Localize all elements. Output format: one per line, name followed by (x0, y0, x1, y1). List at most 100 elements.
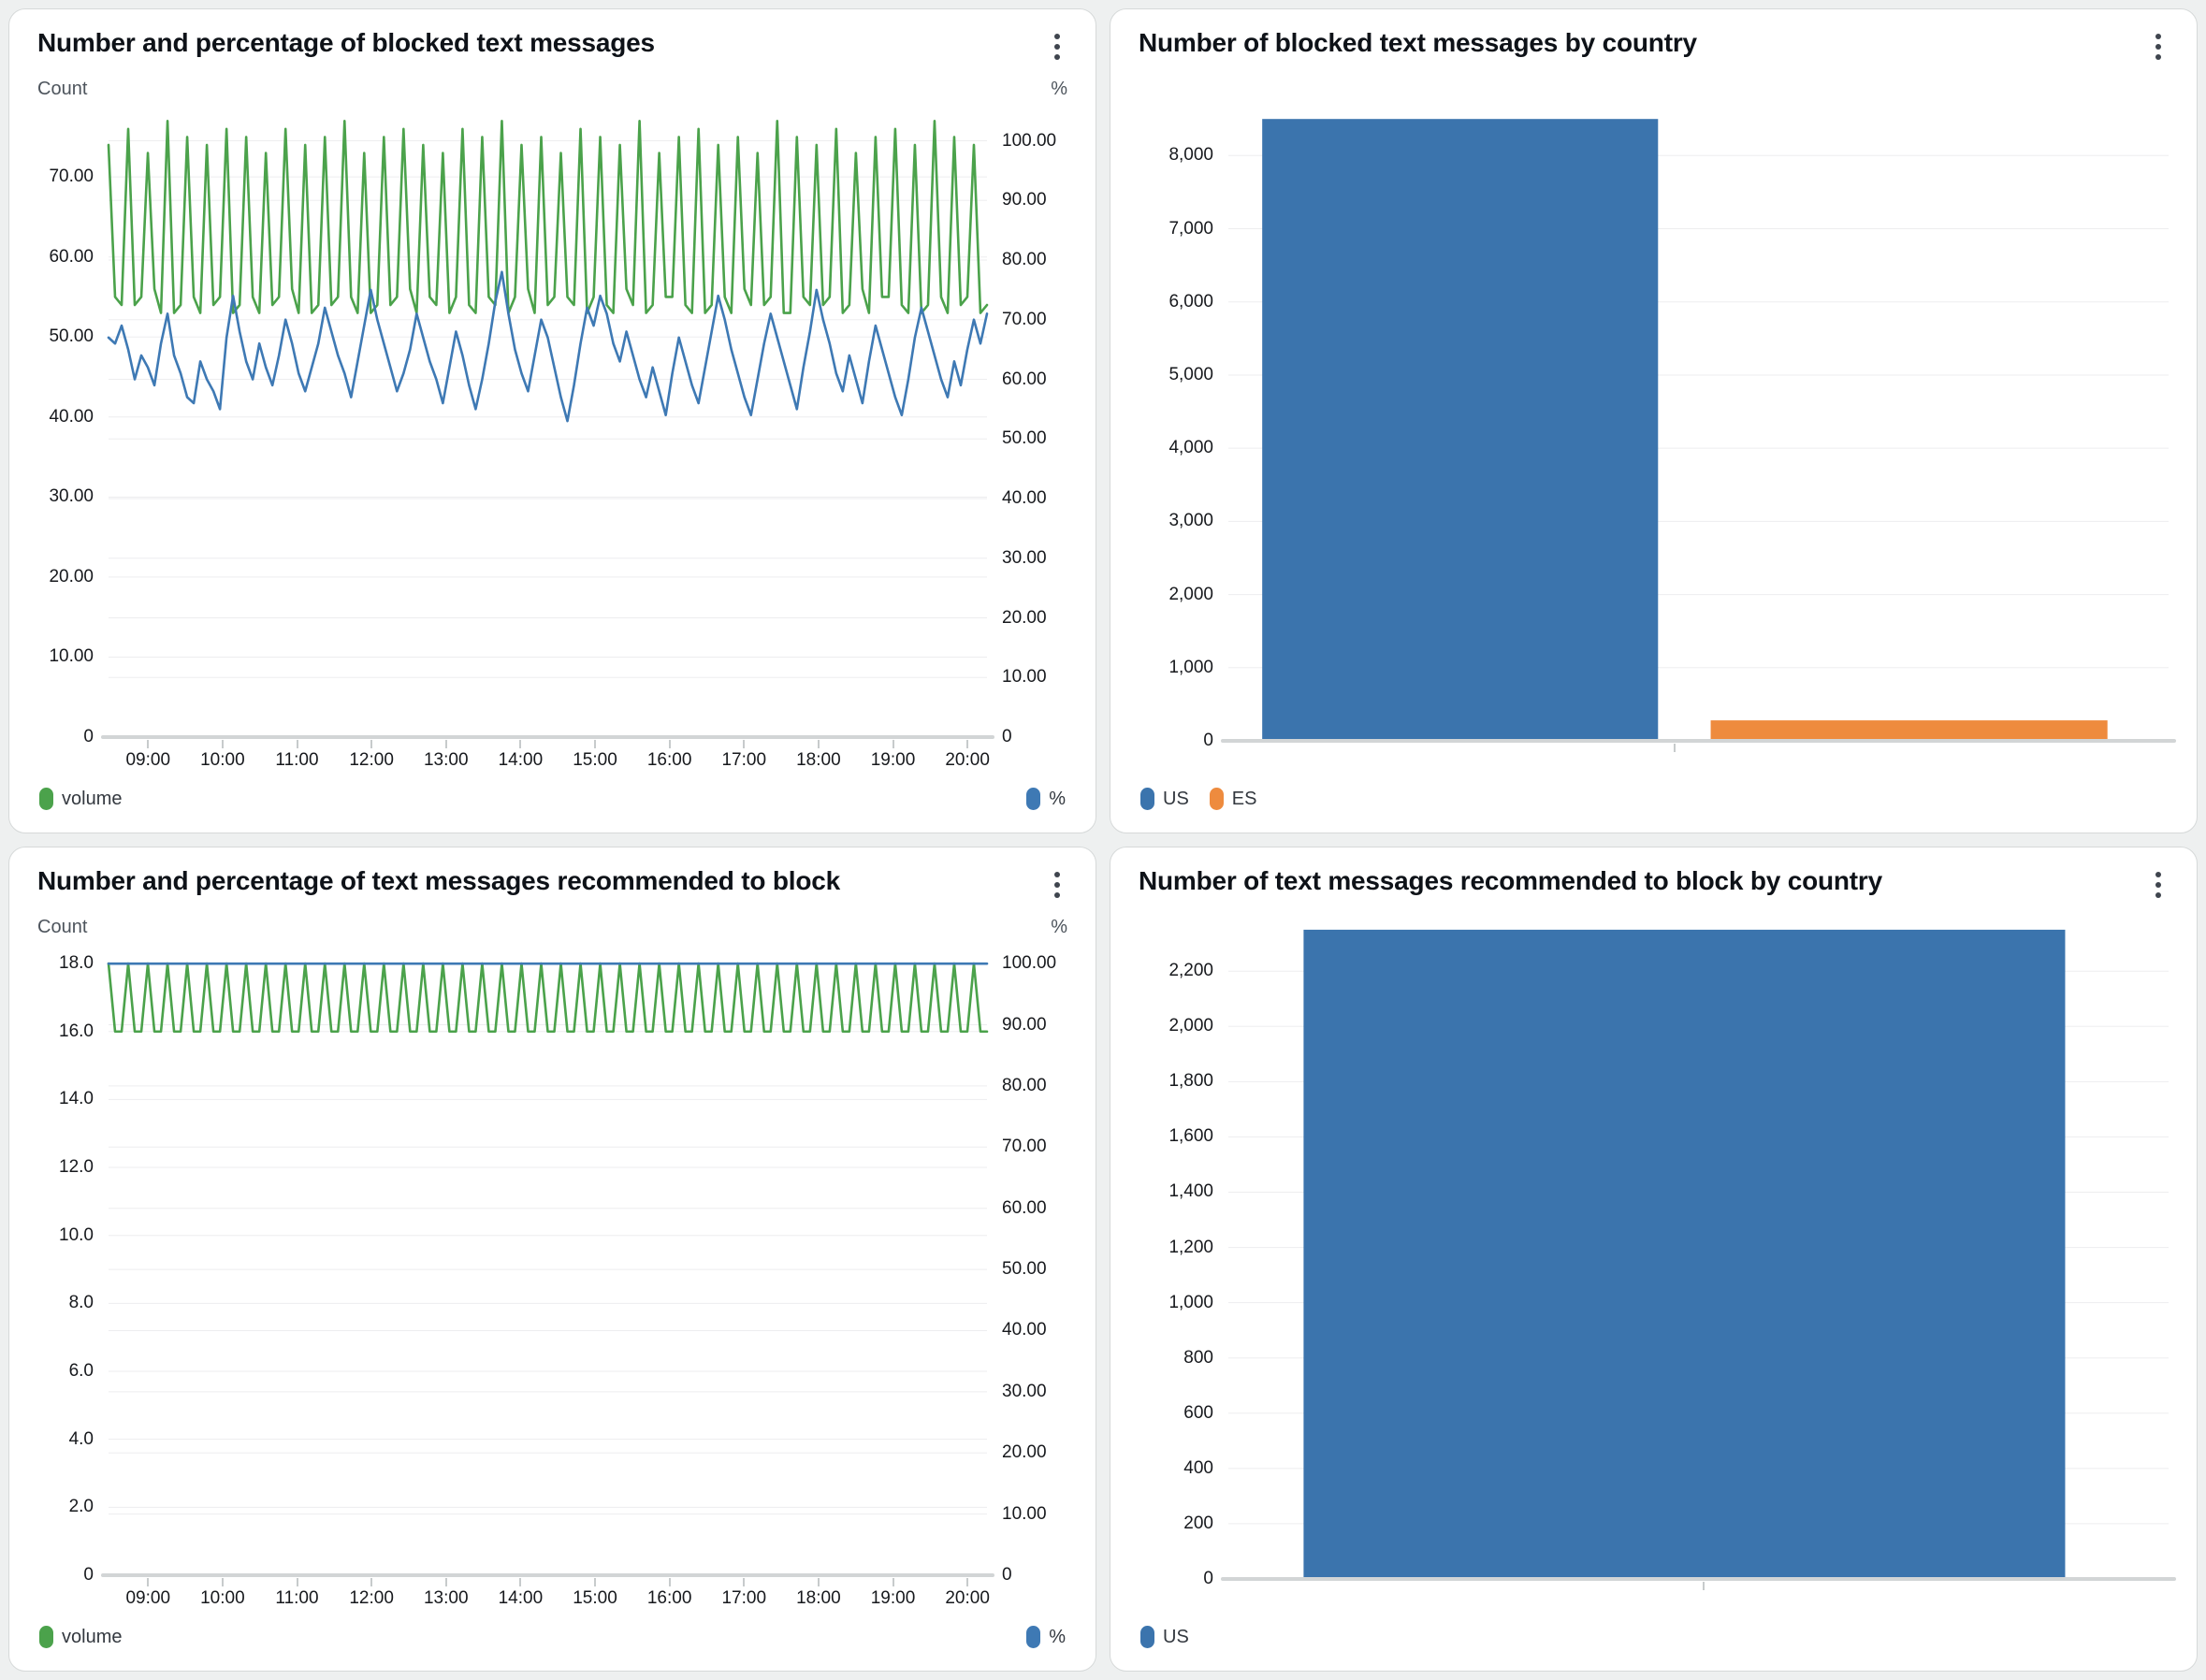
y-tick-label: 6,000 (1168, 291, 1213, 311)
legend-item-percent[interactable]: % (1026, 788, 1066, 810)
kebab-menu-icon[interactable] (1047, 28, 1067, 65)
chart-title: Number and percentage of blocked text me… (37, 28, 655, 57)
x-tick-label: 18:00 (796, 1588, 841, 1608)
y-tick-label: 2,200 (1168, 961, 1213, 981)
y-tick-label: 0 (83, 1565, 94, 1585)
legend-label-us: US (1163, 1626, 1189, 1647)
y-tick-label: 7,000 (1168, 218, 1213, 239)
x-tick-label: 13:00 (423, 1588, 469, 1608)
left-axis-unit-label: Count (37, 917, 88, 937)
y-tick-label: 0 (1203, 731, 1213, 750)
legend-label-volume: volume (62, 788, 123, 809)
x-tick-label: 16:00 (646, 1588, 692, 1608)
y-tick-label: 10.00 (49, 646, 94, 667)
x-tick-label: 10:00 (200, 750, 245, 770)
legend-item-volume[interactable]: volume (39, 1626, 122, 1648)
y-tick-label: 30.00 (1002, 1381, 1047, 1401)
legend-label-us: US (1163, 788, 1189, 809)
bar-us[interactable] (1262, 119, 1659, 741)
y-tick-label: 6.0 (68, 1361, 94, 1382)
x-axis-tick (966, 1578, 969, 1586)
x-axis-tick (296, 1578, 298, 1586)
legend-item-us[interactable]: US (1140, 788, 1189, 810)
y-tick-label: 0 (1002, 1565, 1012, 1585)
y-tick-label: 100.00 (1002, 130, 1057, 151)
x-tick-label: 15:00 (573, 1588, 617, 1608)
x-tick-label: 11:00 (275, 750, 319, 770)
y-axis-labels: 2,200 2,000 1,800 1,600 1,400 1,200 1,000 800 60… (1139, 924, 1228, 1588)
y-tick-label: 200 (1183, 1513, 1213, 1533)
x-axis-tick (892, 1578, 894, 1586)
y-tick-label: 60.00 (1002, 1197, 1047, 1218)
x-tick-label: 20:00 (945, 1588, 990, 1608)
legend-item-percent[interactable]: % (1026, 1626, 1066, 1648)
y-tick-label: 50.00 (1002, 428, 1047, 449)
bar-chart-plot-area[interactable] (1221, 86, 2176, 752)
y-tick-label: 70.00 (49, 167, 94, 187)
x-tick-label: 19:00 (870, 1588, 916, 1608)
legend-swatch-percent (1026, 1626, 1041, 1648)
y-tick-label: 5,000 (1168, 364, 1213, 384)
x-tick-label: 09:00 (125, 750, 171, 770)
right-axis-unit-label: % (1051, 917, 1067, 937)
y-tick-label: 0 (1203, 1569, 1213, 1588)
y-tick-label: 8.0 (68, 1293, 94, 1313)
y-tick-label: 70.00 (1002, 1137, 1047, 1157)
x-axis-tick (147, 1578, 150, 1586)
legend-swatch-us (1140, 788, 1154, 810)
legend-label-percent: % (1049, 788, 1066, 809)
x-tick-label: 20:00 (945, 750, 990, 770)
y-tick-label: 3,000 (1168, 511, 1213, 531)
y-tick-label: 40.00 (1002, 1320, 1047, 1340)
x-axis-tick (817, 740, 820, 748)
x-axis-tick (296, 740, 298, 748)
y-tick-label: 12.0 (59, 1157, 94, 1178)
legend-label-percent: % (1049, 1626, 1066, 1647)
bar-es[interactable] (1710, 720, 2108, 741)
kebab-menu-icon[interactable] (2148, 866, 2169, 904)
x-axis-line (101, 1573, 994, 1577)
x-tick-label: 14:00 (498, 750, 544, 770)
x-axis-tick (1702, 1582, 1705, 1590)
legend-label-volume: volume (62, 1626, 123, 1647)
legend-swatch-percent (1026, 788, 1041, 810)
legend-item-volume[interactable]: volume (39, 788, 122, 810)
chart-title: Number of text messages recommended to b… (1139, 866, 1882, 895)
kebab-menu-icon[interactable] (2148, 28, 2169, 65)
x-tick-label: 13:00 (423, 750, 469, 770)
y-tick-label: 600 (1183, 1402, 1213, 1423)
y-tick-label: 100.00 (1002, 953, 1057, 974)
legend-swatch-us (1140, 1626, 1154, 1648)
y-tick-label: 1,000 (1168, 1292, 1213, 1312)
y-tick-label: 2.0 (68, 1497, 94, 1517)
y-tick-label: 20.00 (1002, 607, 1047, 628)
y-tick-label: 80.00 (1002, 1075, 1047, 1095)
kebab-menu-icon[interactable] (1047, 866, 1067, 904)
y-tick-label: 30.00 (1002, 547, 1047, 568)
x-tick-label: 09:00 (125, 1588, 171, 1608)
legend-item-us[interactable]: US (1140, 1626, 1189, 1648)
line-chart-plot-area[interactable] (101, 117, 994, 748)
x-axis-tick (966, 740, 969, 748)
y-tick-label: 90.00 (1002, 1014, 1047, 1035)
bar-chart-plot-area[interactable] (1221, 924, 2176, 1590)
x-tick-label: 18:00 (796, 750, 841, 770)
x-axis-tick (370, 740, 373, 748)
legend-swatch-es (1209, 788, 1224, 810)
x-tick-label: 11:00 (275, 1588, 319, 1608)
y-tick-label: 60.00 (49, 246, 94, 267)
chart-card-blocked-by-country: Number of blocked text messages by count… (1110, 8, 2198, 833)
y-tick-label: 400 (1183, 1457, 1213, 1478)
bar-us[interactable] (1303, 929, 2066, 1579)
x-axis-tick (668, 740, 671, 748)
chart-card-recommended-messages: Number and percentage of text messages r… (8, 847, 1096, 1672)
y-tick-label: 1,400 (1168, 1181, 1213, 1202)
y-tick-label: 20.00 (1002, 1442, 1047, 1463)
y-tick-label: 14.0 (59, 1089, 94, 1109)
x-tick-label: 17:00 (721, 1588, 767, 1608)
legend-item-es[interactable]: ES (1209, 788, 1256, 810)
line-chart-plot-area[interactable] (101, 955, 994, 1586)
x-axis-tick (147, 740, 150, 748)
x-axis-labels: 09:00 10:00 11:00 12:00 13:00 14:00 15:00 16:00… (109, 1575, 990, 1616)
y-axis-labels: 8,000 7,000 6,000 5,000 4,000 3,000 2,000 1,000… (1139, 86, 1228, 750)
